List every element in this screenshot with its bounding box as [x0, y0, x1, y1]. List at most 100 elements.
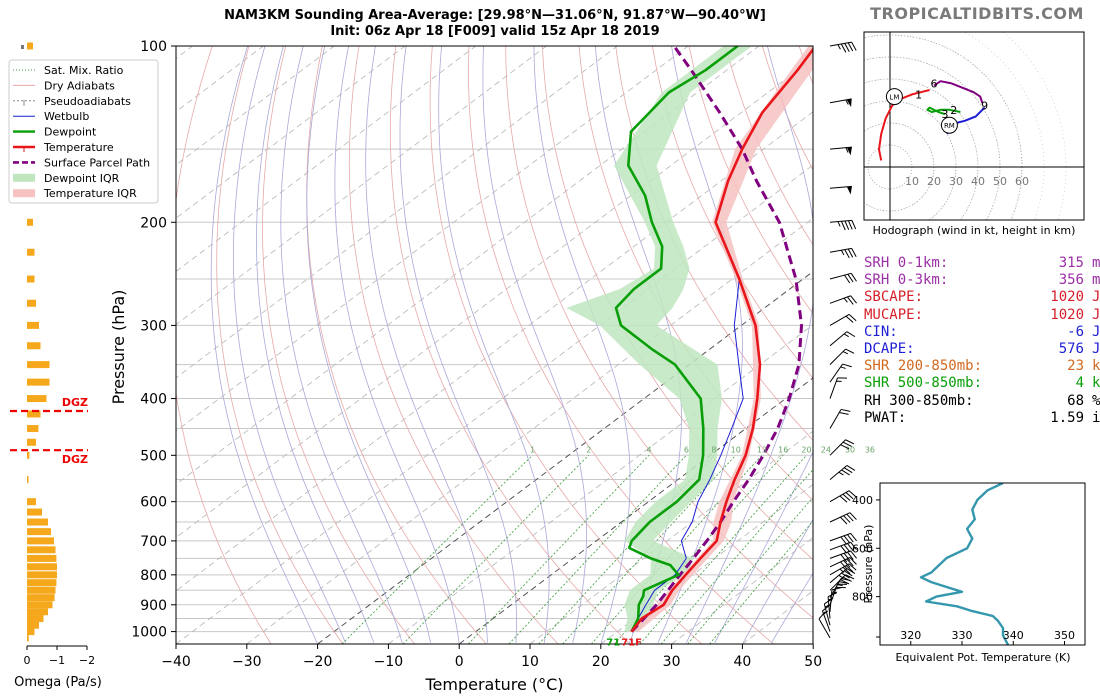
barb-half-flag [840, 249, 845, 256]
omega-bar [27, 248, 35, 256]
surface-temp-label: 71F [621, 638, 642, 649]
wind-barb [829, 219, 857, 231]
barb-staff [829, 465, 848, 480]
mixing-ratio-label: 16 [778, 445, 788, 454]
stat-label: PWAT: [864, 409, 907, 426]
stat-label: SRH 0-1km: [864, 255, 949, 271]
hodograph-ring-label: 40 [971, 175, 985, 188]
stat-unit: % [1092, 392, 1100, 409]
storm-motion-label: LM [889, 94, 899, 102]
barb-staff [829, 363, 844, 383]
barb-pennant [846, 98, 852, 108]
barb-flag [850, 273, 857, 282]
theta-e-x-axis-label: Equivalent Pot. Temperature (K) [895, 651, 1070, 664]
moist-adiabat [399, 46, 517, 643]
mixing-ratio-line [402, 455, 589, 644]
barb-staff [829, 295, 851, 304]
barb-half-flag [845, 99, 849, 105]
mixing-ratio-label: 6 [684, 445, 689, 454]
barb-flag [842, 363, 852, 368]
barb-half-flag [831, 591, 837, 594]
barb-flag [846, 296, 854, 305]
barb-staff [822, 610, 831, 632]
hodograph-height-label: 1 [915, 88, 922, 101]
moist-adiabat [232, 46, 346, 643]
wind-barb [829, 532, 857, 545]
mixing-ratio-line [687, 496, 813, 644]
dewpoint-line [614, 46, 739, 633]
omega-bar [27, 451, 30, 459]
stat-label: SHR 500-850mb: [864, 375, 983, 392]
skewt-data [566, 46, 813, 633]
mixing-ratio-label: 1 [530, 445, 535, 454]
isotherm [529, 430, 813, 644]
barb-staff [829, 247, 852, 253]
chart-title: NAM3KM Sounding Area-Average: [29.98°N—3… [224, 8, 766, 23]
barb-flag [840, 536, 848, 545]
barb-half-flag [837, 584, 843, 587]
wind-barb [829, 185, 852, 195]
moist-adiabat [256, 46, 375, 643]
moist-adiabat [306, 46, 431, 643]
barb-flag [840, 408, 851, 412]
omega-bar [27, 321, 39, 329]
dgz-label: DGZ [62, 453, 88, 466]
omega-bar [27, 608, 48, 616]
barb-flag [840, 578, 851, 581]
moist-adiabat [210, 46, 318, 643]
barb-flag [842, 566, 851, 574]
omega-bar [27, 634, 29, 642]
y-axis-label: Pressure (hPa) [109, 290, 128, 405]
x-tick-label: −40 [161, 654, 191, 670]
omega-bar [27, 498, 36, 506]
y-tick-label: 400 [140, 392, 167, 408]
barb-staff [829, 550, 851, 559]
mixing-ratio-label: 13 [757, 445, 767, 454]
barb-flag [850, 295, 857, 304]
stat-unit: J/kg [1092, 323, 1100, 340]
storm-motion-marker [885, 88, 903, 106]
barb-flag [839, 411, 849, 415]
moist-adiabat [657, 46, 743, 643]
barb-staff [829, 409, 842, 429]
barb-flag [841, 469, 850, 476]
stat-label: MUCAPE: [864, 306, 924, 323]
omega-bar [27, 378, 50, 386]
omega-bar [27, 586, 56, 594]
barb-staff [829, 490, 850, 503]
barb-flag [846, 568, 856, 574]
y-tick-label: 800 [140, 568, 167, 584]
wind-barb [829, 247, 857, 259]
hodograph-ring-label: 50 [993, 175, 1007, 188]
hodograph-ring-label: 30 [949, 175, 963, 188]
x-tick-label: 50 [804, 654, 822, 670]
omega-bar [27, 594, 55, 602]
stat-value: 315 [1058, 255, 1084, 271]
x-tick-label: 20 [592, 654, 610, 670]
wetbulb-line [631, 278, 744, 632]
stat-value: 1020 [1050, 289, 1084, 306]
barb-staff [829, 313, 850, 326]
moist-adiabat [280, 46, 403, 643]
skewt-plot-border [175, 45, 814, 645]
barb-flag [850, 541, 857, 551]
isotherm [317, 270, 813, 644]
omega-bar [27, 508, 42, 516]
barb-flag [843, 535, 851, 544]
x-tick-label: 30 [663, 654, 681, 670]
barb-flag [840, 561, 848, 570]
barb-staff [829, 185, 852, 189]
legend-entry-label: Temperature IQR [43, 187, 137, 200]
barb-flag [847, 42, 854, 52]
mixing-ratio-line [639, 455, 807, 644]
barb-flag [851, 41, 857, 51]
barb-flag [845, 574, 855, 580]
storm-motion-label: RM [944, 122, 955, 130]
barb-flag [843, 570, 853, 577]
omega-bar [27, 528, 51, 536]
omega-bar [27, 621, 39, 629]
barb-flag [843, 560, 851, 568]
stat-row: CIN: -6 J/kg [864, 324, 1100, 341]
stat-value: 4 [1075, 375, 1084, 392]
dry-adiabat [505, 46, 813, 619]
